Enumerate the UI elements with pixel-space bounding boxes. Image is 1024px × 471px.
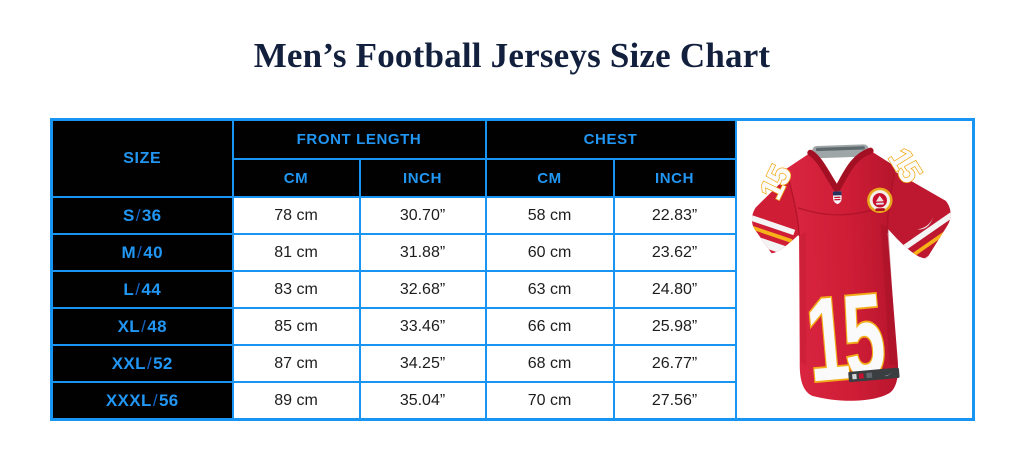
value-cell: 81 cm — [231, 233, 361, 272]
size-cell: XL/48 — [50, 307, 234, 346]
svg-text:15: 15 — [802, 268, 889, 406]
size-cell: XXL/52 — [50, 344, 234, 383]
value-cell: 27.56” — [612, 381, 737, 421]
value-cell: 30.70” — [358, 196, 487, 235]
table-row: M/40 81 cm 31.88” 60 cm 23.62” — [50, 233, 974, 272]
unit-header-front-inch: INCH — [358, 158, 487, 198]
size-cell: L/44 — [50, 270, 234, 309]
hem-tag — [848, 367, 900, 382]
value-cell: 33.46” — [358, 307, 487, 346]
value-cell: 24.80” — [612, 270, 737, 309]
size-cell: XXXL/56 — [50, 381, 234, 421]
jersey-illustration: 15 15 15 — [750, 140, 953, 408]
table-row: XL/48 85 cm 33.46” 66 cm 25.98” — [50, 307, 974, 346]
nfl-shield-icon — [833, 190, 842, 204]
table-row: XXL/52 87 cm 34.25” 68 cm 26.77” — [50, 344, 974, 383]
jersey-torso — [786, 150, 899, 401]
value-cell: 78 cm — [231, 196, 361, 235]
value-cell: 35.04” — [358, 381, 487, 421]
value-cell: 32.68” — [358, 270, 487, 309]
size-cell: M/40 — [50, 233, 234, 272]
unit-header-chest-cm: CM — [484, 158, 615, 198]
team-patch-icon — [867, 187, 893, 213]
value-cell: 87 cm — [231, 344, 361, 383]
value-cell: 85 cm — [231, 307, 361, 346]
size-cell: S/36 — [50, 196, 234, 235]
table-row: XXXL/56 89 cm 35.04” 70 cm 27.56” — [50, 381, 974, 421]
value-cell: 66 cm — [484, 307, 615, 346]
header-cell-chest: CHEST — [484, 118, 737, 160]
size-chart: SIZE FRONT LENGTH CHEST — [50, 118, 976, 421]
header-cell-size: SIZE — [50, 118, 234, 198]
value-cell: 22.83” — [612, 196, 737, 235]
value-cell: 26.77” — [612, 344, 737, 383]
header-cell-front-length: FRONT LENGTH — [231, 118, 487, 160]
value-cell: 23.62” — [612, 233, 737, 272]
value-cell: 89 cm — [231, 381, 361, 421]
value-cell: 83 cm — [231, 270, 361, 309]
table-row: S/36 78 cm 30.70” 58 cm 22.83” — [50, 196, 974, 235]
value-cell: 70 cm — [484, 381, 615, 421]
value-cell: 31.88” — [358, 233, 487, 272]
jersey-side-panel — [799, 231, 807, 366]
swoosh-icon — [917, 215, 934, 229]
inner-collar — [812, 143, 869, 158]
unit-header-front-cm: CM — [231, 158, 361, 198]
value-cell: 58 cm — [484, 196, 615, 235]
value-cell: 34.25” — [358, 344, 487, 383]
table-row: L/44 83 cm 32.68” 63 cm 24.80” — [50, 270, 974, 309]
unit-header-chest-inch: INCH — [612, 158, 737, 198]
jersey-cell: 15 15 15 — [734, 118, 975, 421]
size-chart-table: SIZE FRONT LENGTH CHEST — [50, 118, 976, 421]
jersey-side-panel — [880, 223, 898, 365]
value-cell: 63 cm — [484, 270, 615, 309]
value-cell: 68 cm — [484, 344, 615, 383]
value-cell: 25.98” — [612, 307, 737, 346]
jersey-image: 15 15 15 — [738, 127, 972, 413]
value-cell: 60 cm — [484, 233, 615, 272]
page-title: Men’s Football Jerseys Size Chart — [253, 36, 771, 75]
jersey-chest-number: 15 — [800, 266, 890, 407]
jersey-collar — [807, 147, 874, 195]
